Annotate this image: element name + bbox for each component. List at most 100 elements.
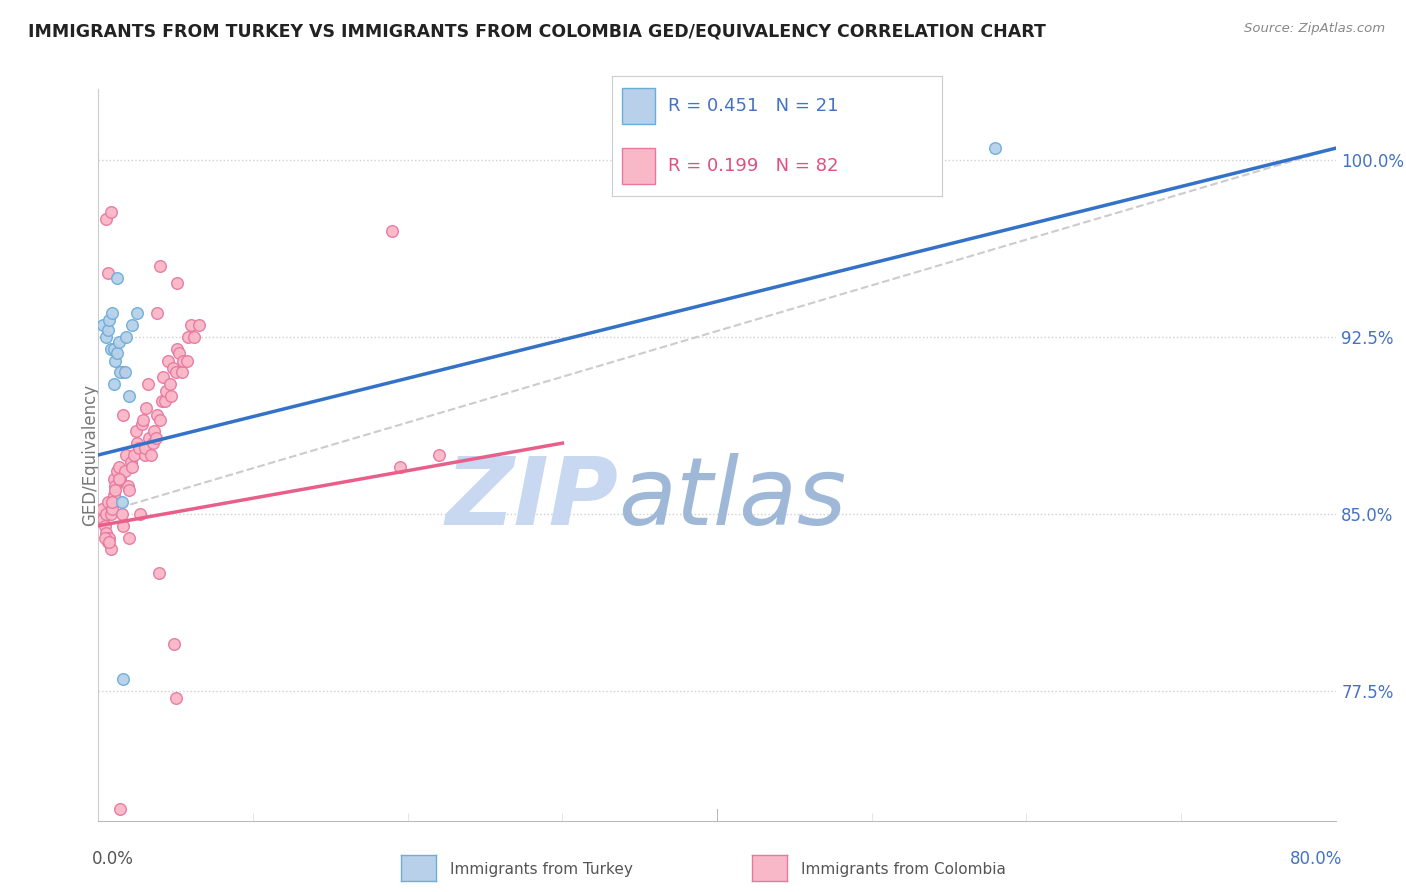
- Point: [173, 353, 195, 368]
- Text: 80.0%: 80.0%: [1289, 850, 1341, 868]
- Point: [104, 478, 127, 492]
- Point: [114, 365, 136, 379]
- Point: [93, 518, 115, 533]
- Point: [103, 377, 125, 392]
- Point: [101, 306, 124, 320]
- Point: [167, 346, 190, 360]
- Point: [105, 271, 128, 285]
- Point: [152, 370, 174, 384]
- Point: [103, 488, 125, 502]
- Point: [108, 471, 131, 485]
- Point: [139, 448, 162, 462]
- Point: [177, 330, 200, 344]
- Point: [93, 531, 115, 545]
- Point: [103, 342, 125, 356]
- Point: [96, 525, 118, 540]
- Point: [100, 342, 122, 356]
- Point: [127, 436, 149, 450]
- Point: [98, 313, 121, 327]
- Point: [176, 353, 198, 368]
- Point: [118, 531, 141, 545]
- Point: [97, 323, 120, 337]
- Point: [112, 518, 135, 533]
- Point: [96, 211, 118, 226]
- Point: [132, 412, 155, 426]
- Point: [165, 365, 187, 379]
- Y-axis label: GED/Equivalency: GED/Equivalency: [82, 384, 98, 526]
- Point: [160, 389, 183, 403]
- Point: [388, 459, 412, 474]
- Point: [108, 802, 131, 816]
- Text: Source: ZipAtlas.com: Source: ZipAtlas.com: [1244, 22, 1385, 36]
- Point: [134, 441, 156, 455]
- Point: [91, 511, 114, 525]
- Point: [170, 365, 193, 379]
- Point: [148, 566, 170, 580]
- Point: [162, 360, 184, 375]
- Point: [188, 318, 211, 333]
- Point: [153, 393, 176, 408]
- Point: [149, 259, 172, 273]
- Point: [104, 353, 127, 368]
- Point: [96, 507, 118, 521]
- Point: [143, 425, 166, 439]
- Point: [91, 318, 114, 333]
- Text: Immigrants from Turkey: Immigrants from Turkey: [450, 863, 633, 877]
- Point: [165, 690, 187, 705]
- Point: [104, 483, 127, 498]
- Point: [127, 306, 149, 320]
- Point: [183, 330, 205, 344]
- Point: [157, 353, 180, 368]
- Point: [984, 141, 1007, 155]
- Point: [122, 448, 145, 462]
- Point: [135, 401, 157, 415]
- Point: [97, 535, 120, 549]
- Point: [115, 448, 138, 462]
- Text: atlas: atlas: [619, 453, 846, 544]
- Point: [121, 318, 143, 333]
- Point: [159, 377, 181, 392]
- Point: [105, 465, 128, 479]
- Point: [103, 471, 125, 485]
- Point: [111, 495, 134, 509]
- Point: [105, 346, 128, 360]
- Point: [381, 224, 404, 238]
- Point: [96, 330, 118, 344]
- Point: [129, 507, 152, 521]
- Point: [124, 425, 146, 439]
- Point: [112, 408, 135, 422]
- Point: [100, 507, 122, 521]
- Point: [150, 393, 173, 408]
- Point: [101, 502, 124, 516]
- Point: [149, 412, 172, 426]
- Point: [138, 431, 160, 445]
- Point: [146, 306, 169, 320]
- Text: IMMIGRANTS FROM TURKEY VS IMMIGRANTS FROM COLOMBIA GED/EQUIVALENCY CORRELATION C: IMMIGRANTS FROM TURKEY VS IMMIGRANTS FRO…: [28, 22, 1046, 40]
- Point: [114, 465, 136, 479]
- Text: 0.0%: 0.0%: [93, 850, 134, 868]
- Bar: [621, 87, 655, 124]
- Point: [427, 448, 450, 462]
- Point: [180, 318, 202, 333]
- Point: [107, 471, 129, 485]
- Point: [100, 205, 122, 219]
- Point: [111, 365, 134, 379]
- Point: [98, 535, 121, 549]
- Text: ZIP: ZIP: [446, 453, 619, 545]
- Point: [120, 455, 142, 469]
- Text: R = 0.451   N = 21: R = 0.451 N = 21: [668, 97, 838, 115]
- Point: [115, 330, 138, 344]
- Point: [118, 389, 141, 403]
- Bar: [621, 148, 655, 185]
- Text: R = 0.199   N = 82: R = 0.199 N = 82: [668, 157, 838, 175]
- Point: [108, 365, 131, 379]
- Point: [98, 531, 121, 545]
- Point: [163, 637, 186, 651]
- Point: [100, 542, 122, 557]
- Point: [145, 431, 167, 445]
- Point: [131, 417, 153, 432]
- Point: [117, 478, 139, 492]
- Point: [97, 266, 120, 280]
- Point: [112, 672, 135, 686]
- Point: [111, 507, 134, 521]
